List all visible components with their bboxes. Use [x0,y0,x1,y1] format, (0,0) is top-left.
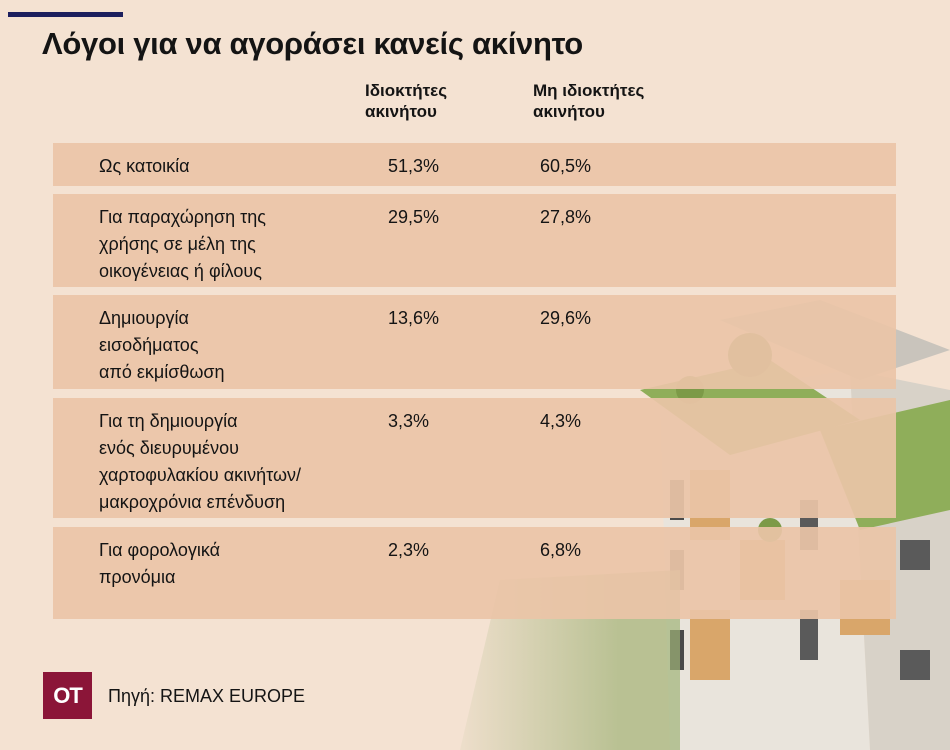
row-label: Για τη δημιουργία ενός διευρυμένου χαρτο… [99,411,302,512]
table-row: Για τη δημιουργία ενός διευρυμένου χαρτο… [53,398,896,518]
non-owners-value: 29,6% [540,308,592,328]
owners-value: 13,6% [388,308,440,328]
row-label: Δημιουργία εισοδήματος από εκμίσθωση [99,308,225,382]
table-row: Για παραχώρηση της χρήσης σε μέλη της οι… [53,194,896,287]
column-header-owners: Ιδιοκτήτες ακινήτου [365,81,448,121]
row-label: Ως κατοικία [99,156,190,176]
owners-value: 3,3% [388,411,430,431]
page-title: Λόγοι για να αγοράσει κανείς ακίνητο [42,26,583,61]
table-row: Ως κατοικία 51,3% 60,5% [53,143,896,186]
owners-value: 2,3% [388,540,430,560]
owners-value: 29,5% [388,207,440,227]
column-header-non-owners: Μη ιδιοκτήτες ακινήτου [533,81,645,121]
top-accent-rule [8,12,123,17]
non-owners-value: 27,8% [540,207,592,227]
ot-logo: OT [43,672,92,719]
non-owners-value: 6,8% [540,540,582,560]
source-note: Πηγή: REMAX EUROPE [108,686,306,706]
table-row: Δημιουργία εισοδήματος από εκμίσθωση 13,… [53,295,896,389]
non-owners-value: 4,3% [540,411,582,431]
table-row: Για φορολογικά προνόμια 2,3% 6,8% [53,527,896,619]
owners-value: 51,3% [388,156,440,176]
row-label: Για παραχώρηση της χρήσης σε μέλη της οι… [99,207,266,281]
row-label: Για φορολογικά προνόμια [99,540,221,587]
non-owners-value: 60,5% [540,156,592,176]
